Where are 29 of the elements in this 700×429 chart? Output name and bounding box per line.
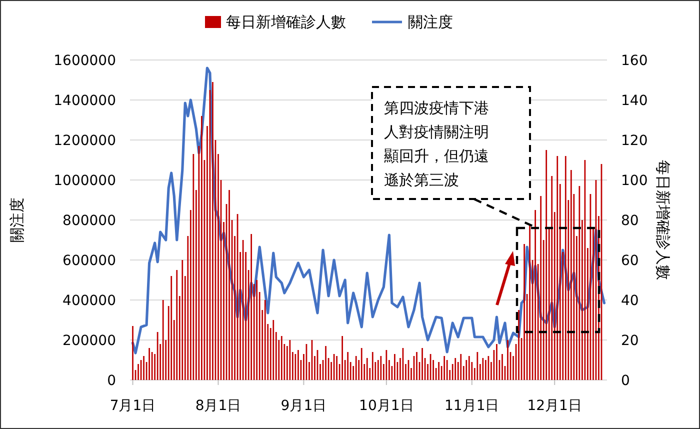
y-tick-label: 1200000 bbox=[54, 133, 116, 149]
y-axis-title: 關注度 bbox=[8, 198, 26, 242]
x-tick-label: 11月1日 bbox=[444, 398, 500, 414]
y-tick-label: 1400000 bbox=[54, 93, 116, 109]
y-tick-label: 1000000 bbox=[54, 173, 116, 189]
y2-tick-label: 100 bbox=[621, 173, 648, 189]
y2-tick-label: 40 bbox=[621, 293, 639, 309]
x-tick-label: 9月1日 bbox=[280, 398, 327, 414]
y-tick-label: 1600000 bbox=[54, 53, 116, 69]
annotation: 第四波疫情下港人對疫情關注明顯回升，但仍遠遜於第三波 bbox=[384, 99, 489, 189]
y-tick-label: 0 bbox=[107, 373, 116, 389]
x-tick-label: 7月1日 bbox=[110, 398, 156, 414]
y-tick-label: 800000 bbox=[62, 213, 116, 229]
legend-label: 每日新增確診人數 bbox=[226, 13, 346, 31]
y2-tick-label: 20 bbox=[621, 333, 639, 349]
y-tick-label: 200000 bbox=[62, 333, 116, 349]
y2-tick-label: 120 bbox=[621, 133, 648, 149]
y2-tick-label: 60 bbox=[621, 253, 639, 269]
y2-tick-label: 140 bbox=[621, 93, 648, 109]
y2-axis-title: 每日新增確診人數 bbox=[654, 160, 672, 280]
y-tick-label: 600000 bbox=[62, 253, 116, 269]
y-tick-label: 400000 bbox=[62, 293, 116, 309]
x-tick-label: 8月1日 bbox=[195, 398, 242, 414]
y2-tick-label: 80 bbox=[621, 213, 639, 229]
y2-tick-label: 0 bbox=[621, 373, 630, 389]
legend-label: 關注度 bbox=[408, 13, 453, 31]
x-tick-label: 12月1日 bbox=[527, 398, 582, 414]
x-tick-label: 10月1日 bbox=[359, 398, 414, 414]
y2-tick-label: 160 bbox=[621, 53, 648, 69]
